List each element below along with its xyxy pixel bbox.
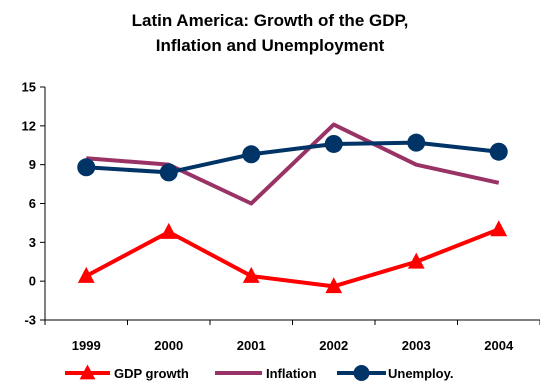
- y-tick-label: 15: [22, 80, 36, 95]
- x-tick-label: 1999: [72, 338, 101, 353]
- x-tick-label: 2002: [319, 338, 348, 353]
- data-point-gdp-growth: [407, 252, 425, 269]
- x-tick-label: 2001: [237, 338, 266, 353]
- chart-title-line2: Inflation and Unemployment: [155, 36, 385, 55]
- data-point-gdp-growth: [325, 277, 343, 294]
- legend-label-gdp-growth: GDP growth: [114, 366, 189, 381]
- data-point-gdp-growth: [160, 222, 178, 239]
- y-tick-label: 9: [29, 157, 36, 172]
- legend-label-inflation: Inflation: [266, 366, 317, 381]
- data-point-gdp-growth: [77, 266, 95, 283]
- chart-title-line1: Latin America: Growth of the GDP,: [131, 11, 409, 30]
- legend-label-unemploy: Unemploy.: [388, 366, 454, 381]
- series-line-inflation: [86, 122, 500, 206]
- data-point-unemploy: [77, 158, 96, 177]
- legend-marker-gdp-growth: [79, 364, 96, 380]
- data-point-unemploy: [159, 163, 178, 182]
- y-tick-label: 12: [22, 118, 36, 133]
- data-point-gdp-growth: [490, 220, 508, 237]
- y-tick-label: 6: [29, 196, 36, 211]
- series-line-gdp-growth: [85, 227, 500, 289]
- data-point-unemploy: [489, 142, 508, 161]
- y-tick-label: 0: [29, 274, 36, 289]
- series-line-unemploy: [86, 140, 499, 175]
- data-point-unemploy: [324, 134, 343, 153]
- data-point-unemploy: [407, 133, 426, 152]
- x-tick-label: 2004: [484, 338, 514, 353]
- x-tick-label: 2003: [402, 338, 431, 353]
- legend-marker-unemploy: [353, 365, 370, 381]
- y-tick-label: -3: [24, 313, 36, 328]
- y-tick-label: 3: [29, 235, 36, 250]
- data-point-gdp-growth: [242, 266, 260, 283]
- x-tick-label: 2000: [154, 338, 183, 353]
- data-point-unemploy: [242, 145, 261, 164]
